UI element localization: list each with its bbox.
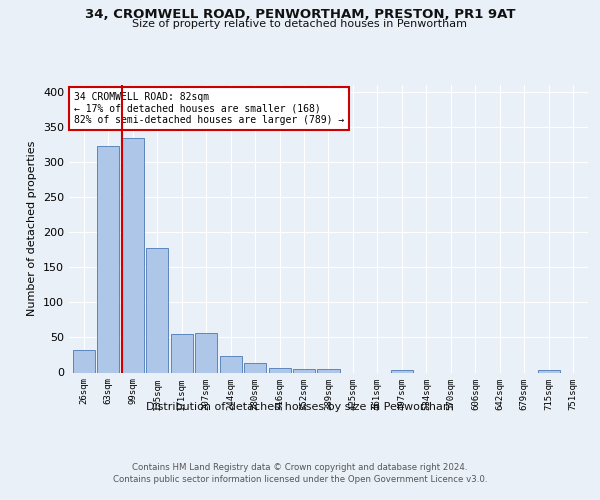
Text: Contains HM Land Registry data © Crown copyright and database right 2024.: Contains HM Land Registry data © Crown c…	[132, 462, 468, 471]
Text: 34 CROMWELL ROAD: 82sqm
← 17% of detached houses are smaller (168)
82% of semi-d: 34 CROMWELL ROAD: 82sqm ← 17% of detache…	[74, 92, 344, 126]
Bar	[317, 369, 340, 372]
Bar	[97, 146, 119, 372]
Bar	[220, 356, 242, 372]
Text: 34, CROMWELL ROAD, PENWORTHAM, PRESTON, PR1 9AT: 34, CROMWELL ROAD, PENWORTHAM, PRESTON, …	[85, 8, 515, 20]
Text: Distribution of detached houses by size in Penwortham: Distribution of detached houses by size …	[146, 402, 454, 412]
Text: Contains public sector information licensed under the Open Government Licence v3: Contains public sector information licen…	[113, 475, 487, 484]
Y-axis label: Number of detached properties: Number of detached properties	[28, 141, 37, 316]
Bar	[170, 334, 193, 372]
Bar	[195, 332, 217, 372]
Bar	[293, 369, 315, 372]
Bar	[391, 370, 413, 372]
Bar	[269, 368, 290, 372]
Bar	[538, 370, 560, 372]
Bar	[73, 350, 95, 372]
Bar	[122, 138, 143, 372]
Text: Size of property relative to detached houses in Penwortham: Size of property relative to detached ho…	[133, 19, 467, 29]
Bar	[244, 364, 266, 372]
Bar	[146, 248, 168, 372]
